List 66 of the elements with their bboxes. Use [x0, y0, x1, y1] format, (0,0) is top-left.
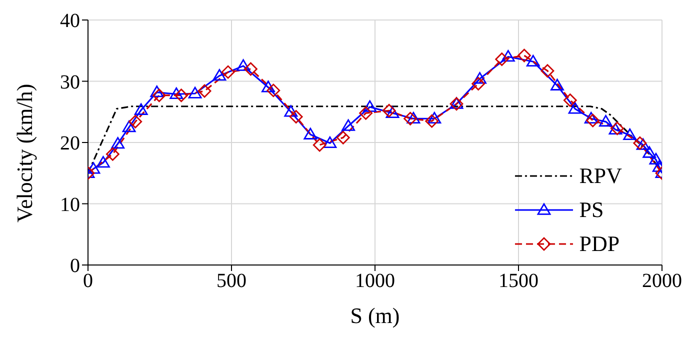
y-tick-label: 20: [60, 132, 80, 155]
point: [359, 106, 373, 120]
point: [122, 120, 136, 132]
point: [170, 87, 184, 100]
x-tick-label: 1000: [355, 270, 395, 292]
point: [526, 54, 540, 67]
point: [473, 72, 486, 84]
point: [106, 147, 120, 161]
point: [212, 69, 226, 81]
point: [150, 86, 164, 98]
point: [236, 59, 250, 71]
point: [342, 119, 356, 131]
point: [649, 152, 662, 165]
y-tick-label: 0: [70, 255, 80, 278]
legend-label: PS: [579, 197, 604, 223]
point: [472, 77, 486, 90]
point: [134, 103, 148, 115]
legend-label: PDP: [579, 231, 620, 257]
point: [642, 146, 656, 158]
point: [284, 105, 298, 117]
point: [128, 114, 142, 128]
point: [174, 88, 188, 102]
point: [563, 94, 577, 107]
point: [88, 162, 100, 174]
point: [262, 80, 275, 92]
point: [550, 78, 564, 90]
point: [304, 128, 318, 140]
point: [266, 84, 280, 98]
point: [386, 106, 400, 118]
point: [336, 130, 350, 144]
point: [540, 64, 554, 78]
x-axis-title: S (m): [350, 303, 400, 328]
point: [323, 136, 337, 148]
point: [312, 138, 326, 152]
point: [96, 156, 110, 168]
point: [633, 136, 647, 150]
point: [382, 104, 396, 118]
point: [289, 110, 303, 124]
point: [406, 112, 420, 124]
point: [363, 100, 377, 112]
point: [501, 50, 515, 62]
y-tick-label: 10: [60, 194, 80, 216]
point: [495, 52, 509, 66]
point: [152, 88, 166, 102]
y-tick-label: 30: [60, 71, 80, 94]
point: [404, 112, 417, 126]
y-tick-label: 40: [60, 10, 80, 32]
point: [428, 112, 442, 124]
legend-label: RPV: [579, 163, 622, 189]
point: [623, 128, 637, 140]
point: [636, 138, 650, 150]
point: [586, 114, 600, 128]
y-axis-title: Velocity (km/h): [12, 84, 37, 222]
point: [244, 62, 258, 76]
x-tick-label: 500: [216, 270, 246, 292]
point: [518, 48, 531, 62]
point: [584, 112, 598, 124]
point: [568, 102, 582, 114]
point: [198, 84, 212, 98]
point: [111, 137, 125, 149]
point: [188, 86, 202, 98]
point: [221, 65, 235, 79]
x-tick-label: 2000: [642, 270, 682, 292]
x-tick-label: 1500: [498, 270, 538, 292]
point: [425, 114, 439, 128]
point: [599, 114, 612, 127]
